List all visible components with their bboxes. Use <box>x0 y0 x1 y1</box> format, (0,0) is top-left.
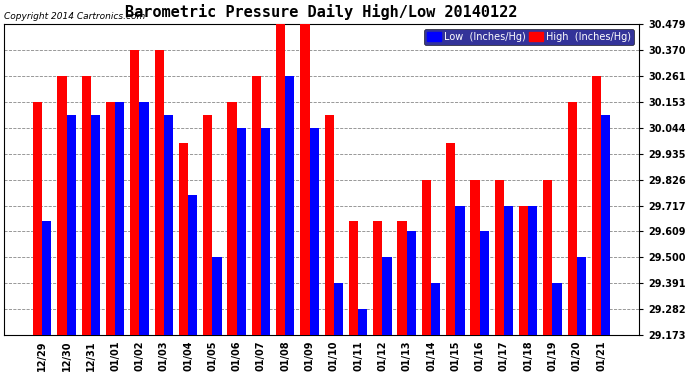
Bar <box>42 221 52 375</box>
Bar <box>446 143 455 375</box>
Legend: Low  (Inches/Hg), High  (Inches/Hg): Low (Inches/Hg), High (Inches/Hg) <box>424 29 634 45</box>
Bar <box>164 115 173 375</box>
Bar <box>480 231 489 375</box>
Title: Barometric Pressure Daily High/Low 20140122: Barometric Pressure Daily High/Low 20140… <box>126 4 518 20</box>
Bar <box>276 24 285 375</box>
Bar <box>431 284 440 375</box>
Bar <box>577 257 586 375</box>
Bar <box>406 231 416 375</box>
Bar <box>179 143 188 375</box>
Bar <box>601 115 611 375</box>
Bar <box>349 221 358 375</box>
Bar <box>324 115 334 375</box>
Bar <box>373 221 382 375</box>
Bar <box>310 128 319 375</box>
Bar <box>300 24 310 375</box>
Bar <box>252 76 261 375</box>
Bar <box>358 309 367 375</box>
Text: Copyright 2014 Cartronics.com: Copyright 2014 Cartronics.com <box>4 12 146 21</box>
Bar <box>519 206 528 375</box>
Bar <box>33 102 42 375</box>
Bar <box>553 284 562 375</box>
Bar <box>382 257 392 375</box>
Bar <box>334 284 343 375</box>
Bar <box>155 50 164 375</box>
Bar <box>130 50 139 375</box>
Bar <box>81 76 91 375</box>
Bar <box>543 180 553 375</box>
Bar <box>237 128 246 375</box>
Bar <box>57 76 66 375</box>
Bar <box>471 180 480 375</box>
Bar <box>213 257 221 375</box>
Bar <box>228 102 237 375</box>
Bar <box>106 102 115 375</box>
Bar <box>528 206 538 375</box>
Bar <box>115 102 124 375</box>
Bar <box>66 115 76 375</box>
Bar <box>188 195 197 375</box>
Bar <box>139 102 148 375</box>
Bar <box>203 115 213 375</box>
Bar <box>592 76 601 375</box>
Bar <box>568 102 577 375</box>
Bar <box>397 221 406 375</box>
Bar <box>495 180 504 375</box>
Bar <box>455 206 464 375</box>
Bar <box>285 76 295 375</box>
Bar <box>422 180 431 375</box>
Bar <box>261 128 270 375</box>
Bar <box>91 115 100 375</box>
Bar <box>504 206 513 375</box>
